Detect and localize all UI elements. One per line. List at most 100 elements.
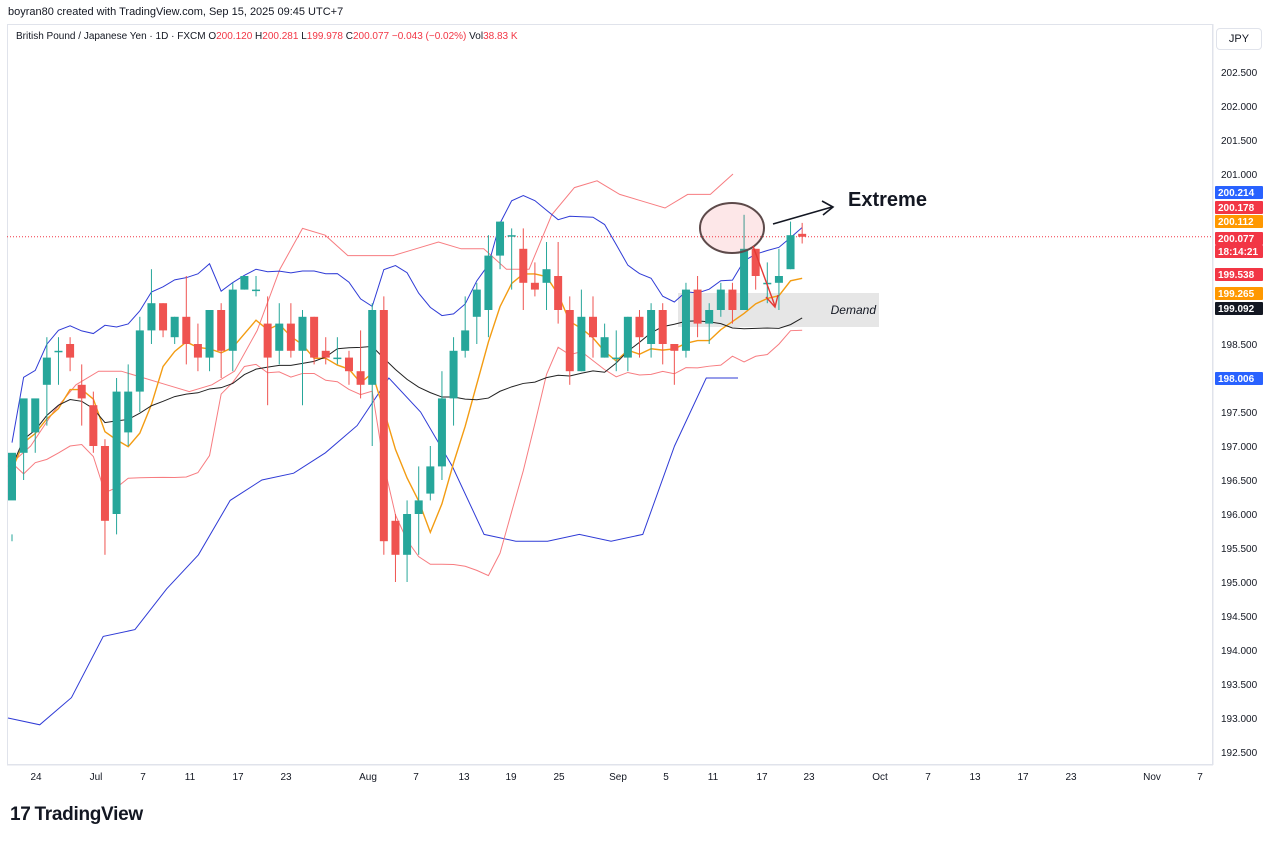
volume-value: 38.83 K xyxy=(483,31,518,42)
y-tick-label: 197.500 xyxy=(1221,408,1258,419)
open-value: 200.120 xyxy=(216,31,253,42)
x-tick-label: 5 xyxy=(663,772,669,783)
price-tag-box xyxy=(1215,201,1263,214)
x-tick-label: 19 xyxy=(505,772,517,783)
candle-body xyxy=(774,276,783,283)
candle-body xyxy=(403,514,412,555)
y-tick-label: 194.500 xyxy=(1221,612,1258,623)
open-label: O xyxy=(208,31,217,42)
price-tag-box xyxy=(1215,372,1263,385)
y-tick-label: 193.500 xyxy=(1221,680,1258,691)
candle-body xyxy=(298,316,307,351)
candle-body xyxy=(193,344,202,358)
tradingview-brand-text: TradingView xyxy=(34,804,144,825)
x-tick-label: 23 xyxy=(280,772,292,783)
candle-body xyxy=(437,398,446,467)
candle-body xyxy=(159,303,168,331)
candle-body xyxy=(647,310,656,344)
candle-body xyxy=(240,276,249,290)
x-tick-label: Jul xyxy=(90,772,103,783)
candle-body xyxy=(19,398,28,453)
candle-body xyxy=(31,398,40,433)
candle-body xyxy=(263,323,272,358)
high-label: H xyxy=(255,31,263,42)
price-tag-label: 200.178 xyxy=(1218,203,1255,214)
candle-body xyxy=(461,330,470,351)
x-tick-label: 17 xyxy=(756,772,768,783)
candle-body xyxy=(496,221,505,256)
chart-caption: boyran80 created with TradingView.com, S… xyxy=(8,6,344,18)
price-tag-label: 18:14:21 xyxy=(1218,247,1258,258)
candle-body xyxy=(798,233,807,237)
price-tag-label: 200.214 xyxy=(1218,188,1255,199)
x-tick-label: Nov xyxy=(1143,772,1161,783)
candle-body xyxy=(530,282,539,290)
y-tick-label: 202.000 xyxy=(1221,102,1258,113)
price-tag-label: 199.538 xyxy=(1218,270,1255,281)
y-tick-label: 201.500 xyxy=(1221,136,1258,147)
tradingview-logo[interactable]: 17 TradingView xyxy=(10,804,143,826)
y-tick-label: 195.000 xyxy=(1221,578,1258,589)
candle-body xyxy=(205,310,214,358)
candle-body xyxy=(135,330,144,392)
candle-body xyxy=(600,337,609,358)
symbol-legend: British Pound / Japanese Yen · 1D · FXCM… xyxy=(16,31,518,42)
y-tick-label: 192.500 xyxy=(1221,748,1258,759)
x-tick-label: 7 xyxy=(925,772,931,783)
x-tick-label: 7 xyxy=(413,772,419,783)
candle-body xyxy=(112,391,121,514)
candle-body xyxy=(379,310,388,542)
price-tag-box xyxy=(1215,245,1263,258)
candle-body xyxy=(100,446,109,521)
candle-body xyxy=(565,310,574,372)
candle-body xyxy=(554,276,563,310)
volume-label: Vol xyxy=(469,31,484,42)
candle-body xyxy=(693,289,702,324)
x-tick-label: 17 xyxy=(232,772,244,783)
price-tag-label: 198.006 xyxy=(1218,374,1255,385)
candle-body xyxy=(170,316,179,338)
x-tick-label: Aug xyxy=(359,772,377,783)
candle-body xyxy=(612,357,621,360)
candle-body xyxy=(42,357,51,385)
candle-body xyxy=(124,391,133,433)
y-tick-label: 196.500 xyxy=(1221,476,1258,487)
candle-body xyxy=(472,289,481,317)
candle-body xyxy=(333,357,342,360)
candle-body xyxy=(705,310,714,324)
price-tag-box xyxy=(1215,215,1263,228)
bb-upper-line xyxy=(7,173,734,467)
candle-body xyxy=(321,350,330,358)
symbol-name[interactable]: British Pound / Japanese Yen · 1D · FXCM xyxy=(16,31,206,42)
candle-body xyxy=(658,310,667,344)
candle-body xyxy=(507,235,516,237)
candle-body xyxy=(577,316,586,372)
y-tick-label: 197.000 xyxy=(1221,442,1258,453)
candle-body xyxy=(182,316,191,344)
candle-body xyxy=(391,520,400,555)
low-label: L xyxy=(301,31,307,42)
candle-body xyxy=(740,248,749,310)
price-tag-box xyxy=(1215,186,1263,199)
x-tick-label: 25 xyxy=(553,772,565,783)
bb-lower-line xyxy=(7,377,738,726)
candle-body xyxy=(635,316,644,338)
candle-body xyxy=(356,371,365,385)
candle-body xyxy=(66,344,75,358)
x-tick-label: 13 xyxy=(458,772,470,783)
y-tick-label: 198.500 xyxy=(1221,340,1258,351)
candle-body xyxy=(147,303,156,331)
low-value: 199.978 xyxy=(306,31,343,42)
x-tick-label: 11 xyxy=(185,772,196,783)
black-ma-line xyxy=(11,317,803,467)
currency-button[interactable]: JPY xyxy=(1216,28,1262,50)
y-tick-label: 202.500 xyxy=(1221,68,1258,79)
x-tick-label: 23 xyxy=(1065,772,1077,783)
extreme-label: Extreme xyxy=(848,189,927,211)
candle-body xyxy=(484,255,493,310)
extreme-arrow xyxy=(772,206,833,225)
candle-body xyxy=(681,289,690,351)
extreme-circle xyxy=(699,202,765,254)
inner-band-upper xyxy=(11,194,803,443)
